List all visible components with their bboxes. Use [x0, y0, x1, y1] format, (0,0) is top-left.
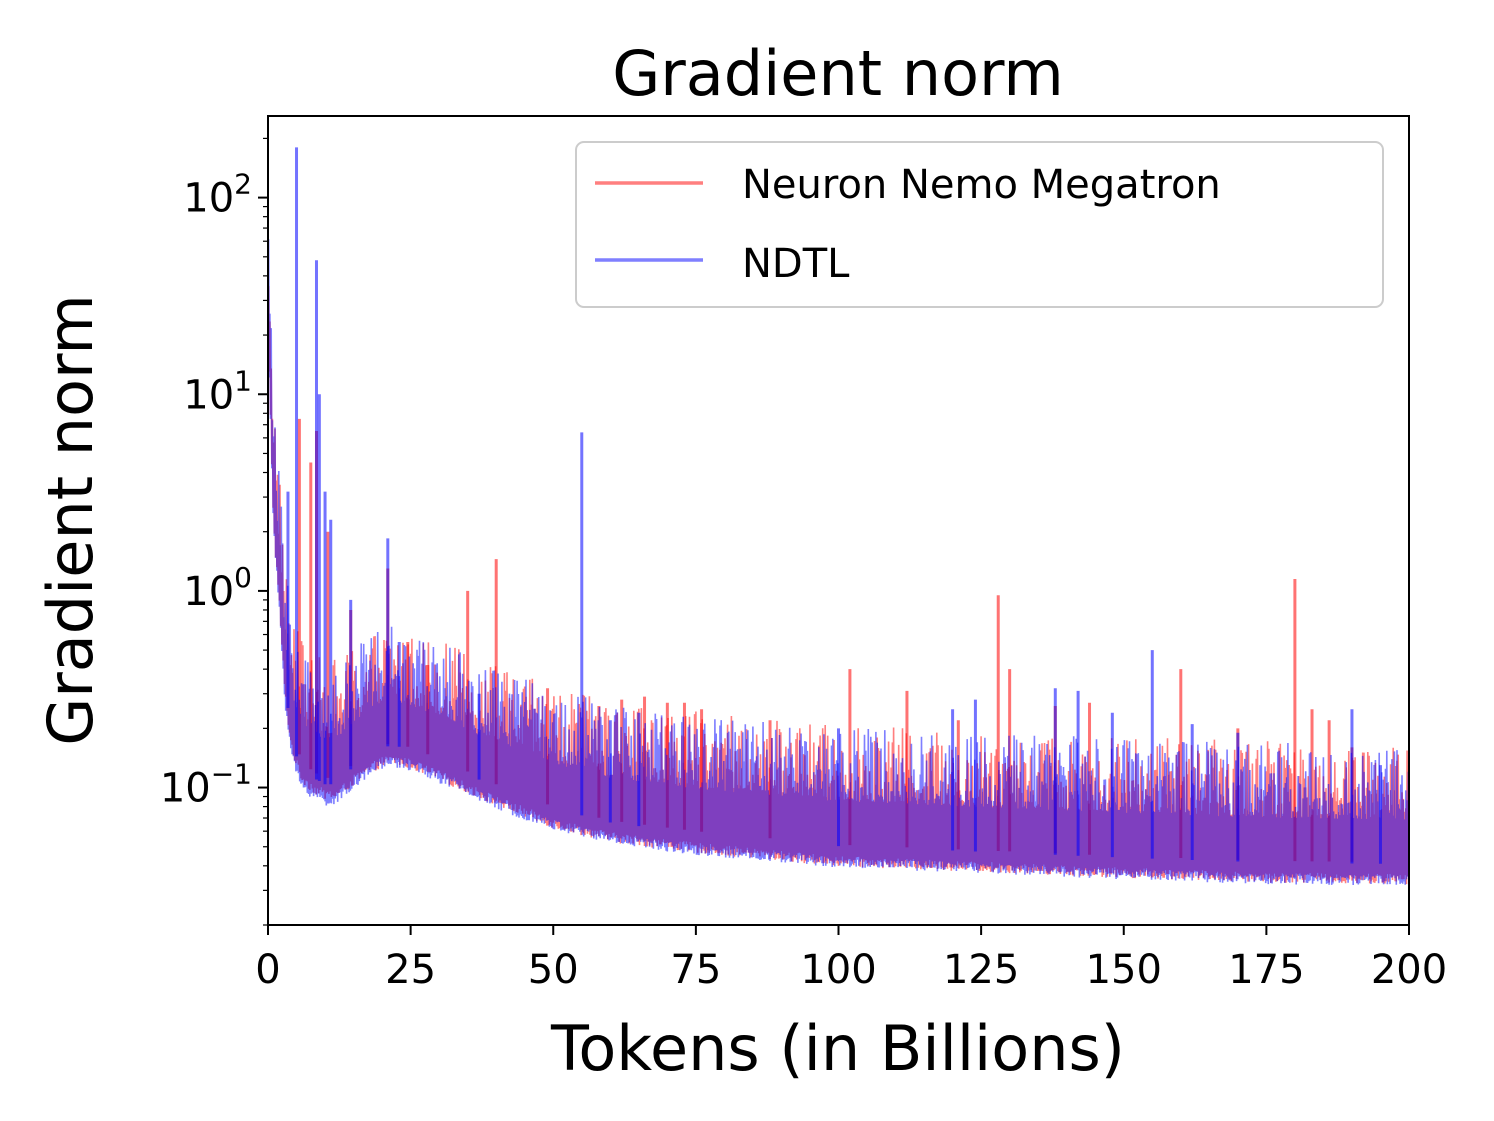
y-axis: 102 101 100 10−1 [160, 137, 268, 926]
x-tick-label: 75 [670, 947, 721, 993]
x-tick-label: 50 [528, 947, 579, 993]
chart-title: Gradient norm [612, 37, 1064, 110]
y-axis-label: Gradient norm [34, 294, 107, 746]
y-tick-label: 101 [183, 364, 252, 418]
y-tick-label: 100 [183, 561, 252, 615]
x-tick-label: 150 [1086, 947, 1162, 993]
legend: Neuron Nemo Megatron NDTL [575, 141, 1384, 308]
x-axis-label: Tokens (in Billions) [550, 1012, 1125, 1085]
legend-label-ndtl: NDTL [742, 241, 850, 287]
legend-label-neuron-nemo-megatron: Neuron Nemo Megatron [742, 162, 1221, 208]
x-axis: 0 25 50 75 100 125 150 175 200 [255, 925, 1447, 993]
y-tick-label: 102 [183, 168, 252, 222]
x-tick-label: 125 [943, 947, 1019, 993]
series-line-0 [268, 286, 1409, 885]
x-tick-label: 200 [1371, 947, 1447, 993]
x-tick-label: 0 [255, 947, 280, 993]
x-tick-label: 25 [385, 947, 436, 993]
series-line-1 [268, 239, 1409, 886]
y-tick-label: 10−1 [160, 758, 252, 812]
x-tick-label: 100 [800, 947, 876, 993]
x-tick-label: 175 [1228, 947, 1304, 993]
legend-box [575, 141, 1384, 308]
series-layer [268, 147, 1409, 886]
